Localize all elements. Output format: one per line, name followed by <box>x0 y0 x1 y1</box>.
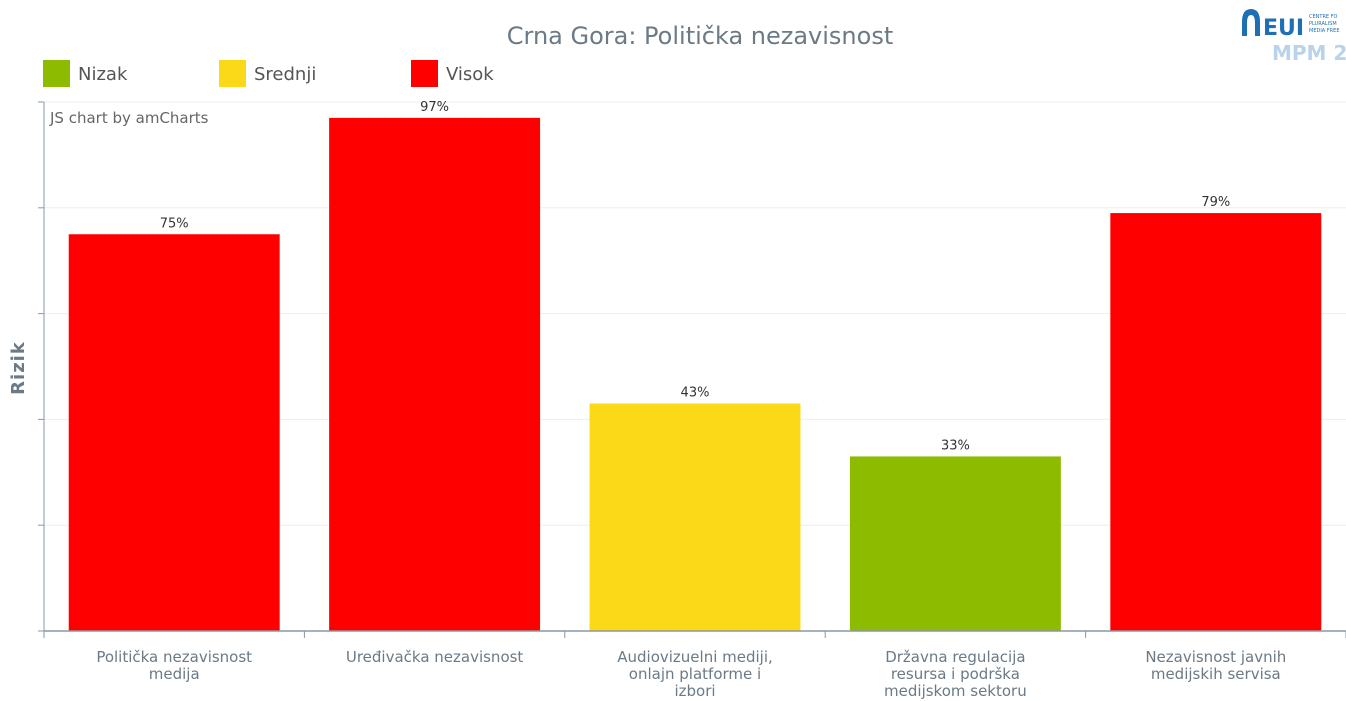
y-axis-label: Rizik <box>8 341 29 395</box>
bar-3[interactable] <box>589 403 801 631</box>
logo-small-line-1: CENTRE FO <box>1309 14 1338 20</box>
axes <box>38 101 1346 638</box>
legend-swatch-nizak[interactable] <box>43 60 70 87</box>
bar-5[interactable] <box>1110 213 1322 631</box>
logo-small-line-2: PLURALISM <box>1309 21 1337 27</box>
bar-4[interactable] <box>849 456 1061 631</box>
logo-small-line-3: MEDIA FREE <box>1309 28 1339 34</box>
legend-label-srednji[interactable]: Srednji <box>254 64 316 85</box>
eui-dome-icon <box>1242 9 1260 36</box>
bar-1[interactable] <box>68 234 280 631</box>
data-label-3: 43% <box>681 386 710 401</box>
category-label-5: Nezavisnost javnih medijskih servisa <box>1145 648 1286 683</box>
legend-label-nizak[interactable]: Nizak <box>78 64 128 85</box>
category-label-1: Politička nezavisnost medija <box>96 648 252 683</box>
logo-sub: MPM 20 <box>1272 41 1346 65</box>
chart-title: Crna Gora: Politička nezavisnost <box>507 22 894 50</box>
data-label-2: 97% <box>420 100 449 115</box>
logo-name: EUI <box>1263 16 1304 41</box>
legend-swatch-visok[interactable] <box>411 60 438 87</box>
category-label-4: Državna regulacija resursa i podrška medij… <box>884 648 1027 700</box>
category-label-2: Uređivačka nezavisnost <box>346 648 524 666</box>
bars: 75% 97% 43% 33% 79% <box>68 100 1322 632</box>
amcharts-credit[interactable]: JS chart by amCharts <box>49 109 209 127</box>
legend-swatch-srednji[interactable] <box>219 60 246 87</box>
category-labels: Politička nezavisnost medija Uređivačka ne… <box>96 648 1286 700</box>
data-label-4: 33% <box>941 438 970 453</box>
legend-label-visok[interactable]: Visok <box>446 64 494 85</box>
bar-2[interactable] <box>329 117 541 632</box>
eui-logo: EUI CENTRE FO PLURALISM MEDIA FREE MPM 2… <box>1242 9 1346 65</box>
data-label-5: 79% <box>1201 195 1230 210</box>
data-label-1: 75% <box>160 216 189 231</box>
legend: Nizak Srednji Visok <box>43 60 494 87</box>
